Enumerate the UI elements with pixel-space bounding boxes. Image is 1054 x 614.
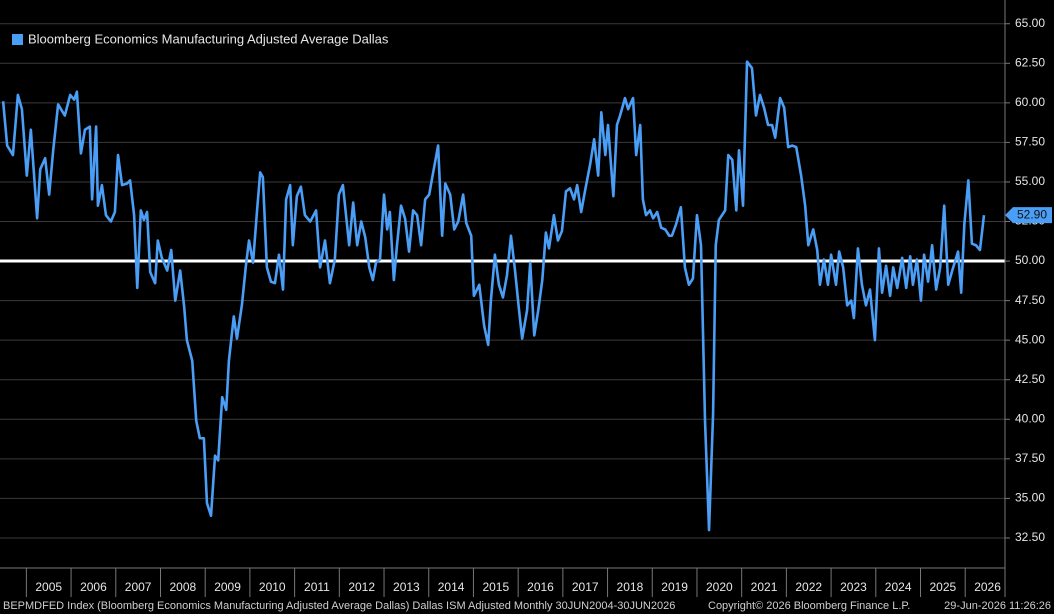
x-tick-label: 2020 [706,580,733,594]
x-tick-label: 2005 [35,580,62,594]
last-value-marker [1005,207,1052,224]
x-tick-label: 2021 [751,580,778,594]
last-value-label: 52.90 [1017,207,1047,221]
y-tick-label: 32.50 [1015,530,1045,544]
y-tick-label: 60.00 [1015,95,1045,109]
y-tick-label: 65.00 [1015,16,1045,30]
legend-swatch [12,34,23,45]
x-tick-label: 2023 [840,580,867,594]
x-tick-label: 2018 [617,580,644,594]
x-tick-label: 2025 [930,580,957,594]
x-tick-label: 2009 [214,580,241,594]
y-tick-label: 42.50 [1015,372,1045,386]
x-tick-label: 2014 [438,580,465,594]
x-tick-label: 2016 [527,580,554,594]
x-tick-label: 2015 [482,580,509,594]
x-tick-label: 2010 [259,580,286,594]
y-tick-label: 37.50 [1015,451,1045,465]
x-tick-label: 2011 [304,580,330,594]
x-tick-label: 2006 [80,580,107,594]
x-tick-label: 2013 [393,580,420,594]
y-tick-label: 40.00 [1015,411,1045,425]
footer-copyright: Copyright© 2026 Bloomberg Finance L.P. [708,600,910,612]
y-tick-label: 47.50 [1015,293,1045,307]
x-tick-label: 2024 [885,580,912,594]
footer-source: BEPMDFED Index (Bloomberg Economics Manu… [3,600,675,612]
legend-label: Bloomberg Economics Manufacturing Adjust… [28,31,389,46]
x-tick-label: 2022 [795,580,822,594]
y-tick-label: 57.50 [1015,135,1045,149]
y-tick-label: 55.00 [1015,174,1045,188]
series-line [1,60,986,532]
x-tick-label: 2008 [169,580,196,594]
last-value-tag: 52.90 [1005,207,1052,224]
x-tick-label: 2019 [661,580,688,594]
legend-box [4,28,412,52]
footer-timestamp: 29-Jun-2026 11:26:26 [944,600,1051,612]
y-tick-label: 50.00 [1015,253,1045,267]
x-tick-label: 2012 [348,580,375,594]
x-tick-label: 2017 [572,580,599,594]
y-tick-label: 62.50 [1015,55,1045,69]
plot [0,60,1005,532]
y-tick-label: 45.00 [1015,332,1045,346]
x-tick-label: 2007 [125,580,152,594]
x-tick-label: 2026 [974,580,1001,594]
y-tick-label: 35.00 [1015,491,1045,505]
